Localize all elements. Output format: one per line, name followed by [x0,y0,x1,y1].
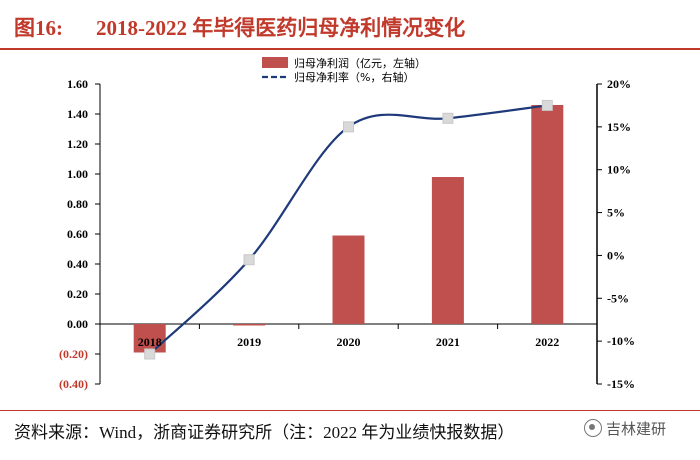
legend-bar-label: 归母净利润（亿元，左轴） [294,56,426,70]
chart: 归母净利润（亿元，左轴）归母净利率（%，右轴） (0.40) (0.20) 0.00… [59,56,635,391]
line-marker [343,121,354,133]
left-tick-label: 1.40 [67,107,88,121]
x-tick-label: 2021 [436,335,460,349]
legend-line-label: 归母净利率（%，右轴） [294,70,414,84]
figure-number: 图16: [14,16,63,40]
line-marker [442,112,454,124]
bar [233,324,266,326]
right-tick-label: 20% [607,77,631,91]
left-tick-label: 0.60 [67,227,88,241]
left-tick-label: 0.20 [67,287,88,301]
line-marker [243,254,255,266]
footer-rule [0,410,700,411]
x-tick-label: 2022 [535,335,559,349]
left-tick-label: 0.80 [67,197,88,211]
wechat-icon [584,419,602,437]
right-tick-label: -5% [607,291,629,305]
left-tick-label: 1.00 [67,167,88,181]
x-tick-label: 2019 [237,335,261,349]
legend: 归母净利润（亿元，左轴）归母净利率（%，右轴） [262,56,426,84]
line-path [148,104,548,355]
chart-title: 2018-2022 年毕得医药归母净利情况变化 [96,16,466,40]
bar-series [133,105,564,353]
source-note: 资料来源：Wind，浙商证券研究所（注：2022 年为业绩快报数据） [14,423,515,442]
right-tick-label: 5% [607,206,625,220]
x-tick-label: 2018 [138,335,162,349]
left-tick-label: 1.60 [67,77,88,91]
left-tick-label: 0.40 [67,257,88,271]
bar [133,324,166,353]
legend-bar-swatch [262,57,288,68]
line-marker [541,99,553,111]
title-bar: 图16: 2018-2022 年毕得医药归母净利情况变化 [0,0,700,50]
watermark: 吉林建研 [584,418,666,439]
right-tick-label: 0% [607,248,625,262]
bar [431,177,464,324]
left-tick-label: 0.00 [67,317,88,331]
left-tick-label: 1.20 [67,137,88,151]
line-marker [144,348,156,360]
line-series [144,99,553,360]
right-tick-label: 10% [607,163,631,177]
tick-labels: (0.40) (0.20) 0.00 0.20 0.40 0.60 0.80 1.00 1.20… [59,77,635,391]
right-tick-label: -10% [607,334,635,348]
right-tick-label: -15% [607,377,635,391]
left-tick-label: (0.20) [59,347,88,361]
bar [531,105,564,324]
watermark-text: 吉林建研 [606,420,667,438]
x-tick-label: 2020 [337,335,361,349]
left-tick-label: (0.40) [59,377,88,391]
bar [332,235,365,324]
right-tick-label: 15% [607,120,631,134]
